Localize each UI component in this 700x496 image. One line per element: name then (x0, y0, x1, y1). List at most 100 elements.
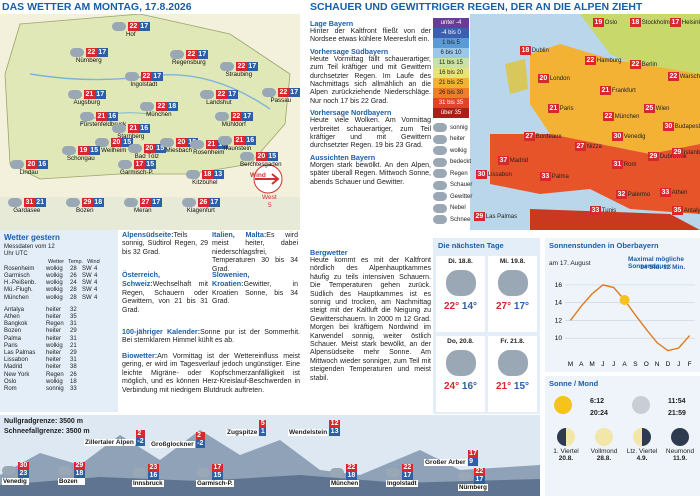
europe-temp: 22 (603, 112, 614, 121)
wind-speed: 5 (268, 202, 272, 209)
yesterday-header: Wetter Temp. Wind (48, 259, 116, 266)
legend-label: Gewitter (450, 193, 473, 200)
temp-low: 17 (94, 90, 106, 99)
yesterday-cell: sonnig (46, 386, 64, 393)
day-temps: 21° 15° (488, 381, 537, 392)
icon-legend-item: sonnig (433, 123, 468, 132)
temp-low: 17 (196, 50, 208, 59)
yesterday-row: Palma heiter 31 (4, 336, 116, 343)
bavaria-city: 21 16 Fürstenfeldbruck (80, 112, 126, 128)
yesterday-cell: Bozen (4, 328, 22, 335)
region-heading: Italien, Malta: (212, 230, 267, 239)
temp-box: 22 17 (86, 48, 108, 57)
city-low: 17 (402, 472, 413, 480)
day-icon (497, 350, 528, 376)
europe-name: München (614, 113, 640, 120)
europe-city: 37 Madrid (498, 156, 528, 165)
city-name: Berchtesgaden (240, 161, 282, 168)
yesterday-cell: SW (82, 294, 92, 301)
temp-high: 20 (176, 138, 187, 147)
europe-city: 31 Rom (612, 160, 636, 169)
city-temps: 23 16 (148, 464, 159, 480)
marker: 17 15 (196, 464, 234, 480)
phase-name: Ltz. Viertel (626, 448, 658, 455)
bavaria-city: 17 15 Garmisch-P. (118, 160, 156, 176)
temp-high: 21 (206, 140, 217, 149)
city-high: 30 (18, 462, 29, 470)
x-tick-label: F (688, 361, 692, 368)
icon-legend-item: Schnee (433, 215, 470, 224)
temp-low: 15 (144, 160, 156, 169)
city-name: Passau (270, 97, 292, 104)
region: Alpensüdseite:Teils sonnig, Südtirol Reg… (122, 230, 208, 257)
europe-city: 33 Tunis (590, 206, 616, 215)
europe-temp: 30 (476, 170, 487, 179)
sunrise: 6:12 (590, 398, 605, 405)
europe-temp: 30 (663, 122, 674, 131)
yesterday-cell: 29 (70, 328, 77, 335)
peak-low: 1 (259, 428, 267, 436)
weather-icon (330, 467, 344, 477)
yesterday-cell: wolkig (46, 294, 63, 301)
temp-legend-item: 26 bis 30 (433, 88, 469, 98)
temp-low: 16 (106, 112, 118, 121)
weather-icon (118, 160, 132, 169)
region-text: Teils sonnig, Südtirol Regen, 29 bis 32 … (122, 232, 208, 256)
temp-low: 13 (212, 170, 224, 179)
city-temps: 29 18 (74, 462, 85, 478)
temp-high: 26 (198, 198, 209, 207)
icon-legend-item: Gewitter (433, 192, 472, 201)
europe-name: Tunis (601, 207, 617, 214)
europe-name: Wien (655, 105, 670, 112)
weather-icon (170, 50, 184, 59)
europe-temp: 35 (672, 206, 683, 215)
mountain-weather: Bergwetter Heute kommt es mit der Kaltfro… (310, 248, 431, 413)
europe-temp: 29 (474, 212, 485, 221)
report-text: Hinter der Kaltfront fließt von der Nord… (310, 28, 431, 44)
city-name: Kitzbühel (192, 179, 218, 186)
city-high: 17 (212, 464, 223, 472)
yesterday-cell: 35 (70, 314, 77, 321)
temp-high: 22 (216, 90, 227, 99)
city-name: Garmisch-P. (196, 480, 234, 487)
legend-icon (433, 180, 447, 190)
city-name: Traunstein (222, 145, 252, 152)
peak-low: 13 (329, 428, 340, 436)
icon-legend-item: wolkig (433, 146, 467, 155)
legend-icon (433, 169, 447, 178)
moon-phase: Vollmond 28.8. (585, 428, 623, 462)
yesterday-cell: Rosenheim (4, 265, 35, 272)
europe-city: 22Warschau (668, 72, 700, 81)
note-text: Am Vormittag ist der Wettereinfluss meis… (122, 353, 300, 394)
yesterday-cell: 32 (70, 306, 77, 313)
europe-name: Palermo (627, 191, 651, 198)
yesterday-row: Garmisch wolkig 26 SW 4 (4, 273, 116, 280)
temp-low: 18 (166, 102, 178, 111)
europe-name: London (549, 75, 570, 82)
europe-name: Rom (623, 161, 637, 168)
temp-high: 20 (256, 152, 267, 161)
weather-icon (186, 170, 200, 179)
europe-name: Lissabon (487, 171, 512, 178)
temp-low: 15 (121, 138, 133, 147)
yesterday-cell: 18 (70, 378, 77, 385)
day-high: 22° (443, 301, 460, 312)
marker: 26 17 (182, 198, 220, 207)
temp-high: 18 (202, 170, 213, 179)
annotation: 14 Std. 12 Min. (640, 264, 686, 271)
temp-box: 31 21 (24, 198, 46, 207)
x-tick-label: J (677, 361, 680, 368)
marker: 21 17 (68, 90, 106, 99)
yesterday-cell: heiter (46, 306, 62, 313)
phase-date: 28.8. (596, 455, 612, 462)
weather-icon (70, 48, 84, 57)
x-tick-label: O (644, 361, 649, 368)
legend-label: Schnee (450, 216, 471, 223)
temp-low: 17 (150, 198, 162, 207)
yesterday-cell: heiter (46, 350, 62, 357)
city-temps: 22 18 (346, 464, 357, 480)
report-text: Heute viele Wolken. Am Vormittag verbrei… (310, 117, 431, 150)
city-low: 17 (474, 476, 485, 484)
